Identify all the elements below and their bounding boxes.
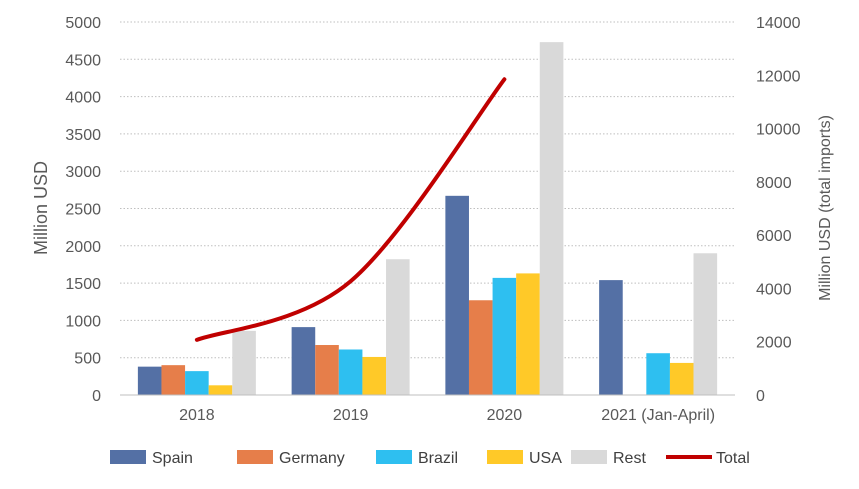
bar-usa <box>208 385 233 395</box>
y-tick-label: 0 <box>92 388 101 405</box>
bar-rest <box>539 42 564 395</box>
y-tick-label: 4500 <box>65 52 101 69</box>
bar-germany <box>315 345 339 395</box>
axes: 0 500 1000 1500 2000 2500 3000 3500 4000 4500 5000… <box>65 15 800 424</box>
bar-spain <box>291 327 316 395</box>
x-tick-label: 2019 <box>333 407 369 424</box>
y2-tick-label: 14000 <box>756 15 801 32</box>
bar-rest <box>693 253 718 395</box>
y-axis-title: Million USD <box>31 161 51 255</box>
y2-tick-label: 4000 <box>756 281 792 298</box>
y2-tick-label: 0 <box>756 388 765 405</box>
legend-label-rest: Rest <box>613 450 646 467</box>
legend-label-spain: Spain <box>152 450 193 467</box>
bar-germany <box>468 300 493 395</box>
y2-tick-label: 8000 <box>756 175 792 192</box>
bar-germany <box>161 365 186 395</box>
bar-brazil <box>338 349 363 395</box>
y-tick-label: 1500 <box>65 276 101 293</box>
total-line <box>194 77 507 342</box>
bar-spain <box>137 366 162 395</box>
y-tick-label: 3000 <box>65 164 101 181</box>
bar-brazil <box>185 371 209 395</box>
y-tick-label: 3500 <box>65 127 101 144</box>
legend-label-total: Total <box>716 450 750 467</box>
y2-axis-title: Million USD (total imports) <box>817 115 834 301</box>
y-tick-label: 4000 <box>65 90 101 107</box>
legend-swatch-rest <box>571 450 607 464</box>
total-line-path <box>194 77 507 342</box>
legend-swatch-brazil <box>376 450 412 464</box>
x-tick-label: 2021 (Jan-April) <box>601 407 715 424</box>
y2-tick-label: 2000 <box>756 335 792 352</box>
legend-label-brazil: Brazil <box>418 450 458 467</box>
legend-swatch-germany <box>237 450 273 464</box>
bar-brazil <box>646 353 670 395</box>
x-tick-label: 2018 <box>179 407 215 424</box>
y-tick-label: 500 <box>74 351 101 368</box>
bar-usa <box>669 362 694 395</box>
y-tick-label: 2000 <box>65 239 101 256</box>
bar-brazil <box>492 277 517 395</box>
y-tick-label: 1000 <box>65 313 101 330</box>
y-tick-label: 2500 <box>65 202 101 219</box>
legend-swatch-spain <box>110 450 146 464</box>
bar-rest <box>232 330 256 395</box>
bar-spain <box>599 280 623 395</box>
bar-usa <box>516 273 540 395</box>
legend-label-usa: USA <box>529 450 562 467</box>
legend-swatch-usa <box>487 450 523 464</box>
y2-tick-label: 12000 <box>756 68 801 85</box>
legend-label-germany: Germany <box>279 450 345 467</box>
bar-spain <box>445 195 469 395</box>
y2-tick-label: 6000 <box>756 228 792 245</box>
bar-usa <box>362 356 387 395</box>
y2-tick-label: 10000 <box>756 122 801 139</box>
gridlines <box>120 21 735 359</box>
x-tick-label: 2020 <box>487 407 523 424</box>
bar-rest <box>386 259 410 395</box>
bars <box>137 42 718 395</box>
legend: Spain Germany Brazil USA Rest Total <box>110 450 750 467</box>
y-tick-label: 5000 <box>65 15 101 32</box>
